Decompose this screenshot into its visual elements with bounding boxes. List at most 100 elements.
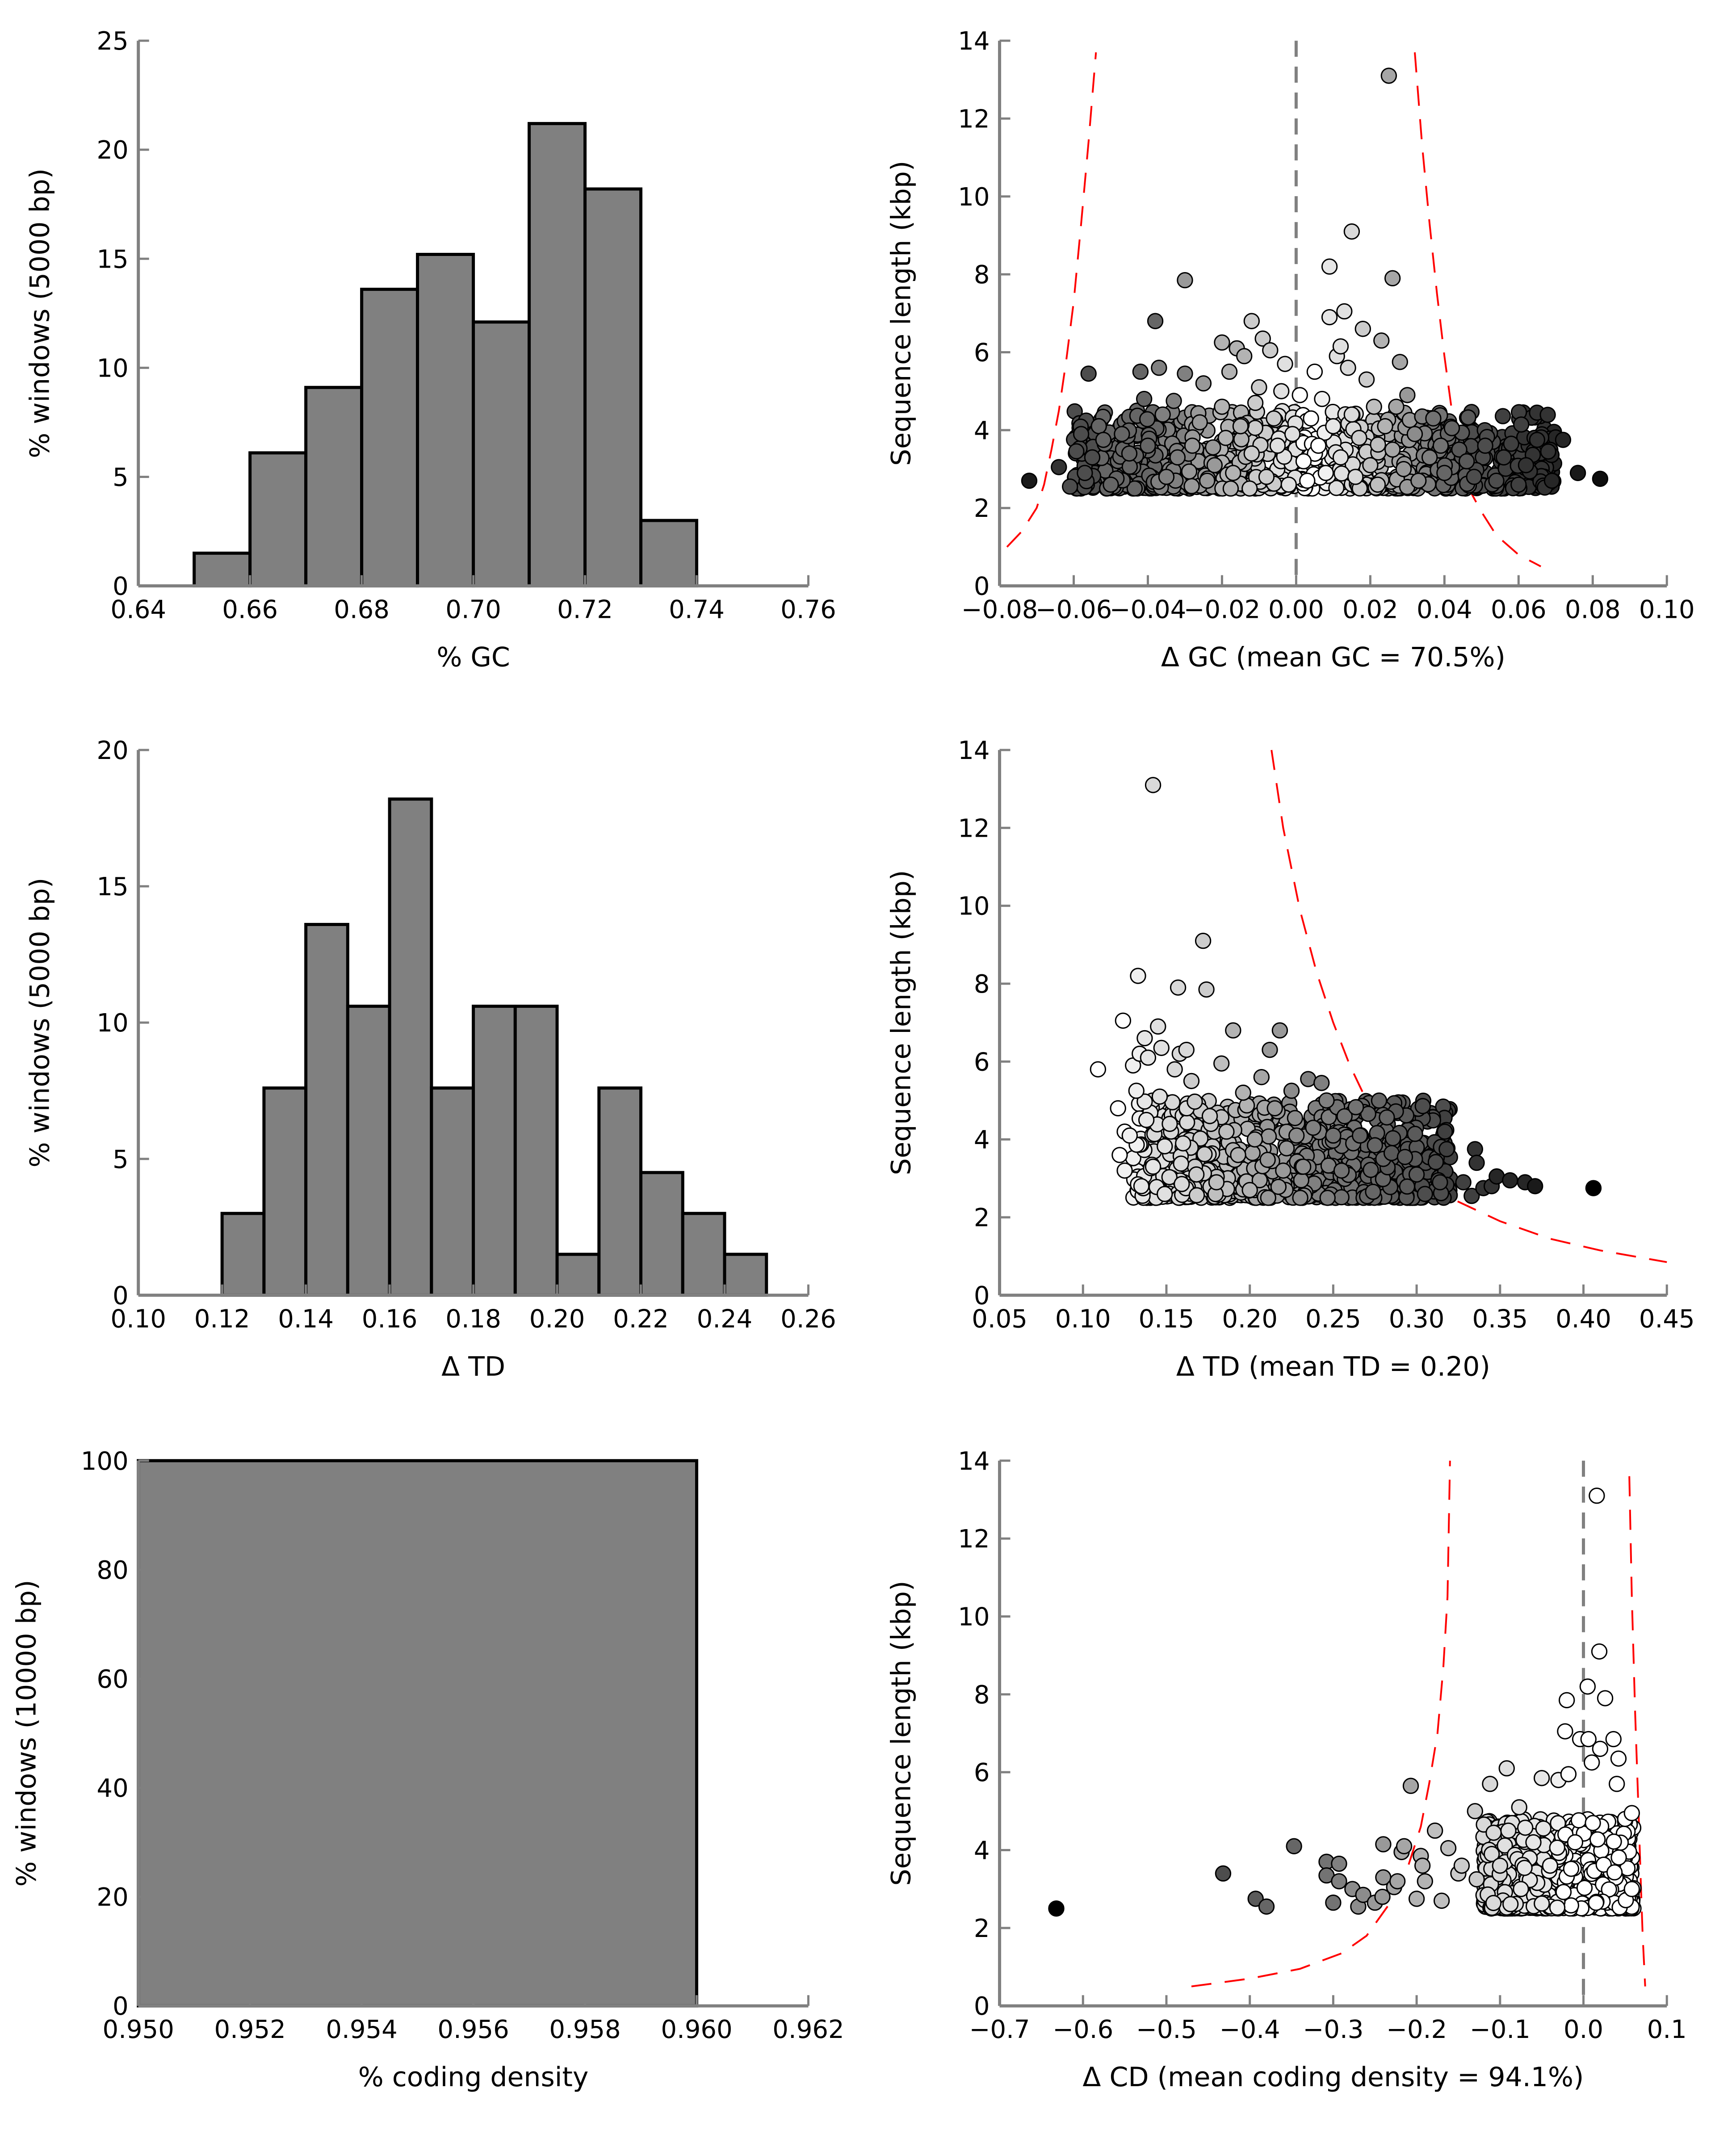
- scatter-point: [1610, 1750, 1627, 1767]
- scatter-point: [1090, 418, 1107, 435]
- x-tick-label: 0.45: [1639, 1304, 1695, 1333]
- y-tick-label: 20: [96, 1883, 128, 1912]
- scatter-point: [1173, 1155, 1189, 1172]
- scatter-point: [1133, 1178, 1150, 1195]
- x-tick-label: 0.952: [214, 2015, 285, 2044]
- scatter-point: [1332, 449, 1349, 466]
- scatter-point: [1498, 1760, 1515, 1777]
- scatter-point: [1283, 1082, 1300, 1099]
- y-tick-label: 12: [958, 105, 990, 134]
- y-tick-label: 0: [974, 1281, 990, 1310]
- scatter-point: [1451, 441, 1468, 458]
- scatter-point: [1458, 453, 1475, 470]
- scatter-point: [1077, 465, 1093, 481]
- scatter-point: [1408, 1891, 1425, 1907]
- td-scatter-panel: 0.05 0.10 0.15 0.20 0.25 0.30 0.35 0.40 0.45 0 2 4 6…: [886, 736, 1695, 1382]
- scatter-point: [1433, 1892, 1450, 1909]
- scatter-point: [1606, 1833, 1622, 1850]
- scatter-point: [1177, 365, 1193, 382]
- x-tick-label: 0.68: [334, 595, 390, 625]
- scatter-point: [1286, 1838, 1302, 1855]
- scatter-point: [1534, 1895, 1550, 1912]
- scatter-point: [1384, 441, 1401, 458]
- scatter-point: [1592, 1740, 1609, 1757]
- scatter-point: [1277, 356, 1293, 372]
- x-tick-label: 0.40: [1556, 1304, 1611, 1333]
- scatter-point: [1121, 445, 1138, 462]
- scatter-point: [1246, 1131, 1263, 1148]
- scatter-point: [1068, 443, 1085, 460]
- scatter-point: [1533, 1770, 1550, 1786]
- scatter-point: [1198, 981, 1215, 998]
- scatter-point: [1293, 1172, 1309, 1189]
- histogram-bar: [137, 1459, 698, 2008]
- y-tick-label: 60: [96, 1665, 128, 1694]
- scatter-point: [1375, 1836, 1392, 1853]
- scatter-point: [1295, 453, 1312, 470]
- scatter-point: [1373, 332, 1390, 349]
- scatter-point: [1191, 414, 1208, 431]
- scatter-point: [1166, 1061, 1183, 1077]
- scatter-point: [1278, 1140, 1295, 1157]
- scatter-point: [1157, 1186, 1173, 1202]
- x-tick-label: 0.35: [1472, 1304, 1528, 1333]
- scatter-point: [1417, 1873, 1433, 1890]
- scatter-point: [1195, 375, 1212, 392]
- scatter-point: [1585, 1180, 1602, 1196]
- x-tick-label: 0.954: [326, 2015, 397, 2044]
- y-tick-label: 15: [96, 872, 128, 901]
- x-axis-label: Δ GC (mean GC = 70.5%): [1161, 642, 1505, 673]
- bound-curve-left: [1006, 52, 1097, 548]
- scatter-point: [1175, 1135, 1191, 1152]
- scatter-point: [1241, 1182, 1258, 1199]
- scatter-point: [1410, 472, 1427, 489]
- y-tick-label: 20: [96, 136, 128, 165]
- scatter-point: [1558, 1692, 1575, 1709]
- scatter-point: [1463, 1187, 1480, 1204]
- y-tick-label: 12: [958, 814, 990, 843]
- scatter-point: [1402, 1777, 1419, 1794]
- scatter-point: [1243, 445, 1260, 462]
- scatter-point: [1310, 437, 1327, 454]
- y-axis-label: Sequence length (kbp): [886, 870, 917, 1175]
- scatter-point: [1232, 418, 1249, 435]
- scatter-point: [1080, 365, 1097, 382]
- y-tick-label: 25: [96, 27, 128, 56]
- scatter-point: [1384, 270, 1401, 287]
- scatter-point: [1503, 436, 1519, 452]
- scatter-point: [1436, 465, 1453, 481]
- x-tick-label: −0.08: [961, 595, 1038, 625]
- scatter-point: [1550, 1815, 1566, 1832]
- scatter-point: [1299, 472, 1316, 489]
- scatter-point: [1183, 478, 1200, 495]
- x-tick-label: −0.04: [1110, 595, 1187, 625]
- histogram-bar: [193, 551, 252, 588]
- scatter-point: [1482, 1776, 1498, 1792]
- scatter-point: [1535, 1820, 1552, 1837]
- y-tick-label: 14: [958, 1447, 990, 1476]
- scatter-point: [1485, 1824, 1502, 1841]
- scatter-point: [1437, 1123, 1453, 1140]
- x-tick-label: 0.02: [1342, 595, 1398, 625]
- histogram-bar: [639, 1171, 684, 1297]
- scatter-point: [1073, 426, 1090, 442]
- scatter-point: [1360, 1106, 1376, 1122]
- scatter-point: [1179, 1114, 1195, 1131]
- scatter-point: [1184, 437, 1201, 454]
- scatter-point: [1243, 313, 1260, 329]
- scatter-point: [1241, 480, 1258, 497]
- scatter-point: [1468, 1871, 1485, 1888]
- scatter-point: [1174, 1176, 1190, 1192]
- scatter-point: [1510, 476, 1527, 493]
- y-tick-label: 14: [958, 736, 990, 765]
- scatter-point: [1254, 330, 1271, 347]
- scatter-point: [1489, 1168, 1505, 1185]
- scatter-point: [1225, 1022, 1241, 1039]
- histogram-bar: [388, 797, 433, 1297]
- scatter-point: [1095, 432, 1112, 448]
- x-tick-label: −0.6: [1053, 2015, 1113, 2044]
- scatter-point: [1563, 1861, 1580, 1877]
- scatter-point: [1147, 313, 1164, 329]
- scatter-point: [1414, 1857, 1431, 1874]
- scatter-point: [1623, 1805, 1640, 1821]
